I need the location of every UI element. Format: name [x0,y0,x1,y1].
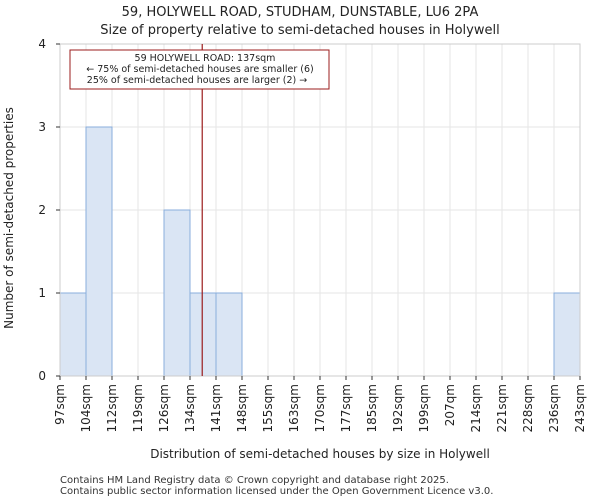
annotation-line-1: 59 HOLYWELL ROAD: 137sqm [135,53,276,64]
bar-141sqm [215,292,243,377]
x-tick-label: 243sqm [573,384,587,432]
bar-126sqm [163,209,191,377]
x-tick-label: 134sqm [183,384,197,432]
grid-lines [59,43,581,377]
bar-97sqm [59,292,87,377]
x-tick-label: 207qm [443,384,457,426]
y-tick-label: 2 [38,203,46,217]
annotation-box: 59 HOLYWELL ROAD: 137sqm ← 75% of semi-d… [69,49,330,90]
x-tick-label: 163sqm [287,384,301,432]
annotation-line-2: ← 75% of semi-detached houses are smalle… [86,64,314,75]
x-tick-label: 148sqm [235,384,249,432]
x-tick-label: 141sqm [209,384,223,432]
annotation-line-3: 25% of semi-detached houses are larger (… [87,75,307,86]
chart-subtitle: Size of property relative to semi-detach… [100,23,499,38]
bar-104sqm [85,126,113,377]
x-axis-ticks: 97sqm 104sqm 112sqm 119sqm 126sqm 134sqm 141sq… [53,376,587,432]
x-tick-label: 155sqm [261,384,275,432]
x-tick-label: 221sqm [495,384,509,432]
chart-title: 59, HOLYWELL ROAD, STUDHAM, DUNSTABLE, L… [122,5,479,20]
x-tick-label: 236sqm [547,384,561,432]
y-axis-ticks: 0 1 2 3 4 [38,37,60,383]
footer-line-1: Contains HM Land Registry data © Crown c… [60,475,449,486]
y-tick-label: 4 [38,37,46,51]
x-tick-label: 192sqm [391,384,405,432]
x-tick-label: 112sqm [105,384,119,432]
y-axis-label: Number of semi-detached properties [2,107,16,329]
x-axis-label: Distribution of semi-detached houses by … [150,447,490,461]
x-tick-label: 228sqm [521,384,535,432]
x-tick-label: 97sqm [53,384,67,425]
y-tick-label: 1 [38,286,46,300]
footer-line-2: Contains public sector information licen… [60,486,493,497]
x-tick-label: 170sqm [313,384,327,432]
x-tick-label: 214sqm [469,384,483,432]
x-tick-label: 185sqm [365,384,379,432]
x-tick-label: 104sqm [79,384,93,432]
x-tick-label: 177sqm [339,384,353,432]
y-tick-label: 0 [38,369,46,383]
y-tick-label: 3 [38,120,46,134]
annotation-frame [69,49,330,90]
bar-236sqm [553,292,581,377]
bar-134sqm [189,292,217,377]
x-tick-label: 199sqm [417,384,431,432]
x-tick-label: 119sqm [131,384,145,432]
x-tick-label: 126sqm [157,384,171,432]
